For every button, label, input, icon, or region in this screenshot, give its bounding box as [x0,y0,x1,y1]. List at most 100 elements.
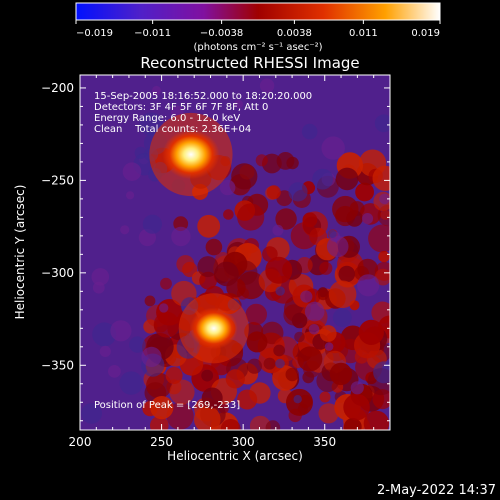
image-texture-blob [214,261,239,287]
colorbar-gradient [75,2,441,21]
y-tick-label: −300 [41,266,74,280]
annotation-time-range: 15-Sep-2005 18:16:52.000 to 18:20:20.000 [94,91,312,102]
x-tick-label: 300 [232,435,255,449]
image-texture-blob [122,162,142,181]
image-texture-blob [321,136,345,160]
image-texture-blob [263,357,276,370]
image-texture-blob [324,342,334,351]
image-texture-blob [231,163,258,190]
image-texture-blob [142,214,162,234]
image-texture-blob [171,226,191,247]
image-texture-blob [262,246,278,262]
image-texture-blob [372,165,390,191]
image-texture-blob [159,303,169,313]
image-texture-blob [246,358,262,374]
image-texture-blob [152,85,161,95]
y-tick-label: −200 [41,81,74,95]
image-texture-blob [219,179,236,196]
image-texture-blob [245,303,267,326]
image-texture-blob [234,99,243,109]
x-ray-source-2 [189,307,238,350]
colorbar-units-label: (photons cm⁻² s⁻¹ asec⁻²) [193,42,322,53]
colorbar-tick-label: −0.0038 [200,28,243,39]
image-texture-blob [379,193,390,205]
image-texture-blob [201,369,214,382]
x-tick-label: 200 [69,435,92,449]
image-texture-blob [205,238,223,256]
image-texture-blob [275,358,285,369]
chart-title: Reconstructed RHESSI Image [140,54,359,72]
x-tick-label: 350 [313,435,336,449]
image-texture-blob [285,367,299,382]
image-texture-blob [272,224,284,236]
image-texture-blob [302,371,315,384]
annotations: 15-Sep-2005 18:16:52.000 to 18:20:20.000… [94,91,312,411]
image-texture-blob [380,209,390,220]
image-texture-blob [220,419,241,430]
image-texture-blob [153,311,180,338]
image-texture-blob [265,256,293,284]
image-texture-blob [298,394,313,409]
image-texture-blob [260,321,284,345]
image-texture-blob [319,325,337,342]
image-texture-blob [343,417,362,430]
plot-frame [79,74,391,431]
image-texture-blob [165,367,183,384]
image-texture-blob [304,301,325,322]
image-texture-blob [294,331,305,343]
image-texture-blob [378,250,390,263]
image-texture-blob [373,361,390,384]
image-texture-blob [194,406,221,430]
annotation-detectors: Detectors: 3F 4F 5F 6F 7F 8F, Att 0 [94,102,268,113]
image-texture-blob [290,222,318,250]
footer-date: 2-May-2022 14:37 [377,483,496,498]
image-texture-blob [150,396,174,420]
image-texture-blob [343,393,370,421]
x-ray-source-1 [162,129,220,180]
image-texture-blob [319,391,331,403]
y-axis-label: Heliocentric Y (arcsec) [13,185,27,320]
image-texture-blob [273,344,286,357]
image-texture-blob [201,387,223,409]
image-texture-blob [329,362,353,386]
image-texture-blob [120,225,130,235]
image-texture-blob [166,402,194,430]
image-texture-blob [286,156,299,170]
image-texture-blob [223,209,234,220]
image-texture-blob [291,312,308,329]
image-texture-blob [197,256,219,278]
image-texture-blob [265,420,281,430]
image-texture-blob [368,224,390,253]
image-texture-blob [126,191,135,200]
image-texture-blob [328,229,337,238]
image-texture-blob [288,182,308,202]
image-texture-blob [293,395,302,404]
image-texture-blob [301,123,318,140]
image-texture-blob [119,371,143,395]
image-texture-blob [108,365,121,378]
image-texture-blob [338,265,356,283]
image-texture-blob [146,372,172,399]
image-texture-blob [160,277,172,290]
colorbar-tick-label: −0.019 [76,28,113,39]
image-texture-blob [308,324,320,335]
y-tick-label: −350 [41,358,74,372]
image-texture-blob [374,114,390,133]
image-texture-blob [144,295,156,307]
colorbar: −0.019 −0.011 −0.0038 0.0038 0.011 0.019 (pho… [75,2,441,53]
x-axis-label: Heliocentric X (arcsec) [167,449,303,463]
image-texture-blob [319,261,333,275]
image-texture-blob [139,112,163,136]
image-texture-blob [237,389,258,410]
image-texture-blob [275,208,297,230]
image-texture-blob [237,203,265,231]
colorbar-tick-label: 0.0038 [277,28,312,39]
image-texture-blob [169,379,195,405]
image-texture-blob [318,403,339,424]
image-texture-blob [358,319,384,345]
image-texture-blob [335,167,359,191]
annotation-energy: Energy Range: 6.0 - 12.0 keV [94,113,240,124]
image-texture-blob [332,308,352,327]
image-texture-blob [300,290,313,303]
